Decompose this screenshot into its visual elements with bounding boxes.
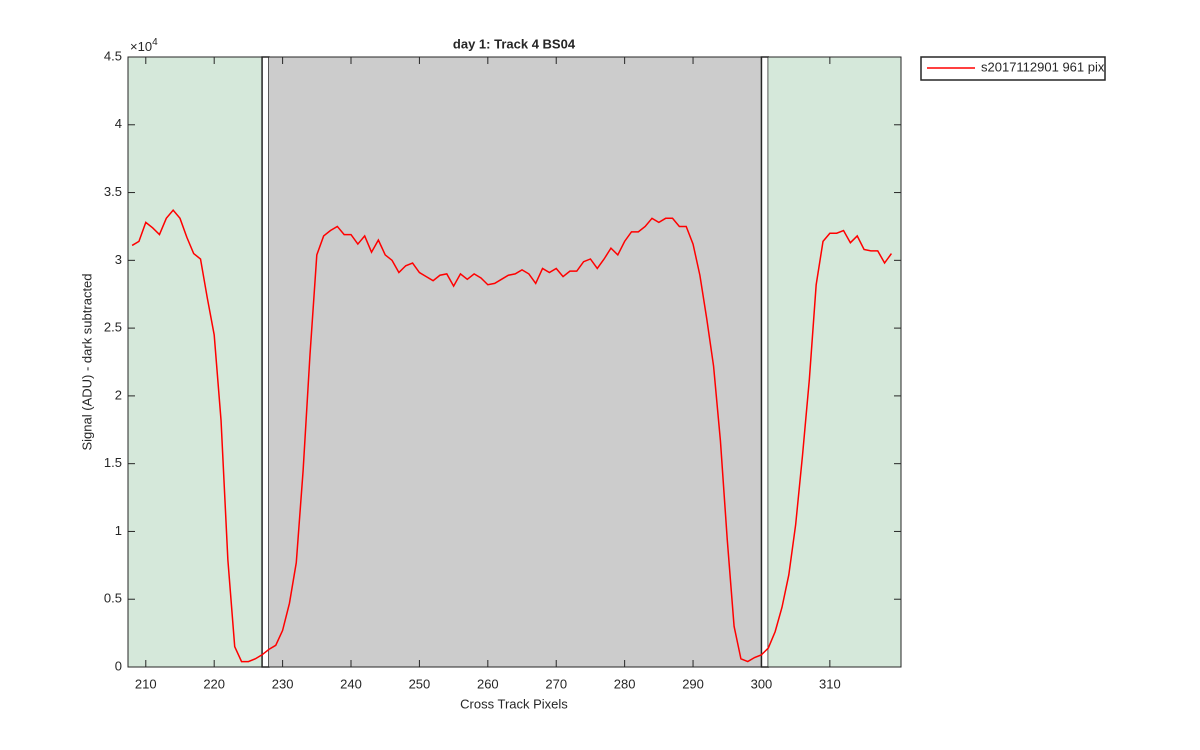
x-tick-label: 260: [477, 676, 499, 691]
legend-label: s2017112901 961 pix: [981, 59, 1105, 74]
data-line: [131, 209, 893, 663]
axes-box: [127, 56, 902, 668]
x-tick-label: 290: [682, 676, 704, 691]
x-tick-label: 220: [203, 676, 225, 691]
y-exponent-base: ×10: [130, 39, 152, 54]
x-tick-label: 280: [614, 676, 636, 691]
region: [261, 56, 270, 668]
y-tick-label: 2.5: [104, 320, 122, 335]
y-tick-label: 4: [115, 116, 122, 131]
y-tick-label: 3: [115, 252, 122, 267]
x-tick-label: 270: [545, 676, 567, 691]
region: [128, 57, 263, 667]
x-tick-label: 310: [819, 676, 841, 691]
y-tick-label: 1.5: [104, 455, 122, 470]
y-axis-label: Signal (ADU) - dark subtracted: [79, 273, 94, 450]
y-tick-label: 0: [115, 658, 122, 673]
x-tick-label: 230: [272, 676, 294, 691]
y-tick-label: 2: [115, 387, 122, 402]
y-exponent: ×104: [130, 37, 158, 55]
x-tick-label: 250: [409, 676, 431, 691]
x-axis-label: Cross Track Pixels: [460, 696, 568, 711]
legend-box: [920, 56, 1106, 81]
y-tick-label: 0.5: [104, 591, 122, 606]
y-tick-label: 1: [115, 523, 122, 538]
x-tick-label: 240: [340, 676, 362, 691]
y-tick-label: 3.5: [104, 184, 122, 199]
plot-area: [128, 56, 901, 668]
region: [760, 56, 770, 668]
region: [268, 57, 762, 667]
y-exponent-power: 4: [152, 37, 158, 48]
chart-title: day 1: Track 4 BS04: [453, 36, 576, 51]
legend: s2017112901 961 pix: [920, 56, 1106, 81]
x-tick-label: 210: [135, 676, 157, 691]
y-tick-label: 4.5: [104, 48, 122, 63]
x-tick-label: 300: [751, 676, 773, 691]
